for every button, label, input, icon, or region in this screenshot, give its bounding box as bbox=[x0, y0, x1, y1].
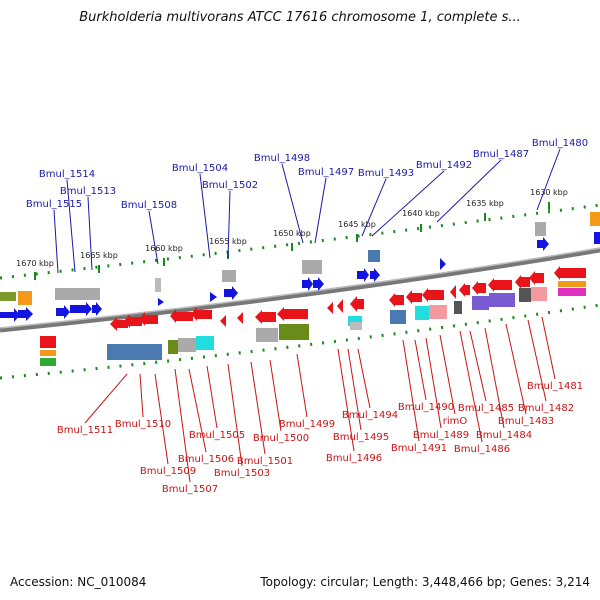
leader-line bbox=[199, 173, 211, 259]
gene-label-top[interactable]: Bmul_1498 bbox=[254, 153, 310, 164]
leader-line bbox=[139, 373, 144, 418]
leader-line bbox=[174, 368, 191, 483]
leader-line bbox=[361, 178, 387, 237]
leader-line bbox=[459, 330, 483, 443]
gene-label-top[interactable]: Bmul_1497 bbox=[298, 167, 354, 178]
gene-label-bottom[interactable]: Bmul_1494 bbox=[342, 410, 398, 421]
accession-text: Accession: NC_010084 bbox=[10, 575, 147, 589]
gene-label-top[interactable]: Bmul_1492 bbox=[416, 160, 472, 171]
leader-line bbox=[66, 179, 76, 273]
gene-label-bottom[interactable]: Bmul_1483 bbox=[498, 416, 554, 427]
gene-label-bottom[interactable]: Bmul_1496 bbox=[326, 453, 382, 464]
top-gene-labels: Bmul_1514 Bmul_1513 Bmul_1515 Bmul_1508 Bmul… bbox=[26, 138, 588, 274]
leader-line bbox=[414, 339, 427, 401]
gene-label-bottom[interactable]: Bmul_1503 bbox=[214, 468, 270, 479]
kbp-label: 1665 kbp bbox=[80, 251, 118, 260]
gene-label-bottom[interactable]: Bmul_1481 bbox=[527, 381, 583, 392]
leader-line bbox=[371, 170, 445, 237]
gene-label-bottom[interactable]: Bmul_1499 bbox=[279, 419, 335, 430]
leader-line bbox=[314, 177, 327, 244]
gene-label-bottom[interactable]: Bmul_1506 bbox=[178, 454, 234, 465]
gene-label-top[interactable]: Bmul_1502 bbox=[202, 180, 258, 191]
gene-label-bottom[interactable]: Bmul_1505 bbox=[189, 430, 245, 441]
leader-line bbox=[439, 334, 456, 415]
bottom-strand-genes bbox=[40, 281, 586, 366]
leader-line bbox=[541, 316, 556, 380]
gene-label-bottom[interactable]: Bmul_1501 bbox=[237, 456, 293, 467]
gene-label-bottom[interactable]: Bmul_1491 bbox=[391, 443, 447, 454]
leader-line bbox=[425, 337, 442, 429]
leader-line bbox=[53, 209, 59, 274]
kbp-label: 1645 kbp bbox=[338, 220, 376, 229]
leader-line bbox=[484, 327, 505, 429]
leader-line bbox=[84, 373, 128, 424]
gene-label-bottom[interactable]: Bmul_1511 bbox=[57, 425, 113, 436]
leader-line bbox=[536, 148, 561, 211]
leader-line bbox=[469, 330, 487, 402]
leader-line bbox=[357, 348, 371, 409]
gene-label-bottom[interactable]: Bmul_1509 bbox=[140, 466, 196, 477]
gene-label-top[interactable]: Bmul_1493 bbox=[358, 168, 414, 179]
leader-line bbox=[505, 323, 527, 415]
gene-label-top[interactable]: Bmul_1504 bbox=[172, 163, 228, 174]
top-strand-genes bbox=[0, 212, 600, 322]
chromosome-backbone-highlight bbox=[0, 247, 600, 329]
leader-line bbox=[227, 190, 231, 259]
leader-line bbox=[281, 163, 304, 244]
gene-label-bottom[interactable]: Bmul_1500 bbox=[253, 433, 309, 444]
gene-label-top[interactable]: Bmul_1480 bbox=[532, 138, 588, 149]
outer-tick-track bbox=[0, 203, 600, 280]
leader-line bbox=[402, 339, 420, 442]
kbp-label: 1635 kbp bbox=[466, 199, 504, 208]
gene-label-bottom[interactable]: Bmul_1482 bbox=[518, 403, 574, 414]
chromosome-backbone bbox=[0, 247, 600, 333]
leader-line bbox=[227, 363, 243, 467]
leader-line bbox=[347, 348, 362, 431]
topology-summary: Topology: circular; Length: 3,448,466 bp… bbox=[260, 575, 590, 589]
leader-line bbox=[206, 365, 218, 429]
leader-line bbox=[148, 210, 159, 265]
reverse-strand-genes bbox=[110, 266, 586, 331]
gene-label-bottom[interactable]: Bmul_1486 bbox=[454, 444, 510, 455]
kbp-label: 1630 kbp bbox=[530, 188, 568, 197]
kbp-label: 1640 kbp bbox=[402, 209, 440, 218]
gene-label-bottom[interactable]: Bmul_1485 bbox=[458, 403, 514, 414]
leader-line bbox=[87, 196, 93, 271]
gene-label-top[interactable]: Bmul_1487 bbox=[473, 149, 529, 160]
gene-label-top[interactable]: Bmul_1508 bbox=[121, 200, 177, 211]
leader-line bbox=[250, 361, 266, 455]
leader-line bbox=[527, 319, 547, 402]
diagram-title: Burkholderia multivorans ATCC 17616 chro… bbox=[79, 10, 521, 25]
gene-label-bottom[interactable]: Bmul_1489 bbox=[413, 430, 469, 441]
gene-label-bottom[interactable]: rimO bbox=[443, 416, 468, 427]
kbp-label: 1660 kbp bbox=[145, 244, 183, 253]
kbp-label: 1650 kbp bbox=[273, 229, 311, 238]
gene-label-bottom[interactable]: Bmul_1484 bbox=[476, 430, 532, 441]
gene-label-bottom[interactable]: Bmul_1510 bbox=[115, 419, 171, 430]
leader-line bbox=[154, 373, 169, 465]
gene-label-bottom[interactable]: Bmul_1495 bbox=[333, 432, 389, 443]
leader-line bbox=[337, 348, 355, 452]
gene-label-bottom[interactable]: Bmul_1490 bbox=[398, 402, 454, 413]
gene-label-top[interactable]: Bmul_1515 bbox=[26, 199, 82, 210]
leader-line bbox=[436, 159, 502, 223]
gene-label-top[interactable]: Bmul_1514 bbox=[39, 169, 95, 180]
inner-tick-track bbox=[0, 303, 600, 380]
gene-label-top[interactable]: Bmul_1513 bbox=[60, 186, 116, 197]
kbp-label: 1670 kbp bbox=[16, 259, 54, 268]
leader-line bbox=[296, 353, 308, 418]
leader-line bbox=[188, 368, 207, 453]
leader-line bbox=[269, 359, 282, 432]
gene-label-bottom[interactable]: Bmul_1507 bbox=[162, 484, 218, 495]
